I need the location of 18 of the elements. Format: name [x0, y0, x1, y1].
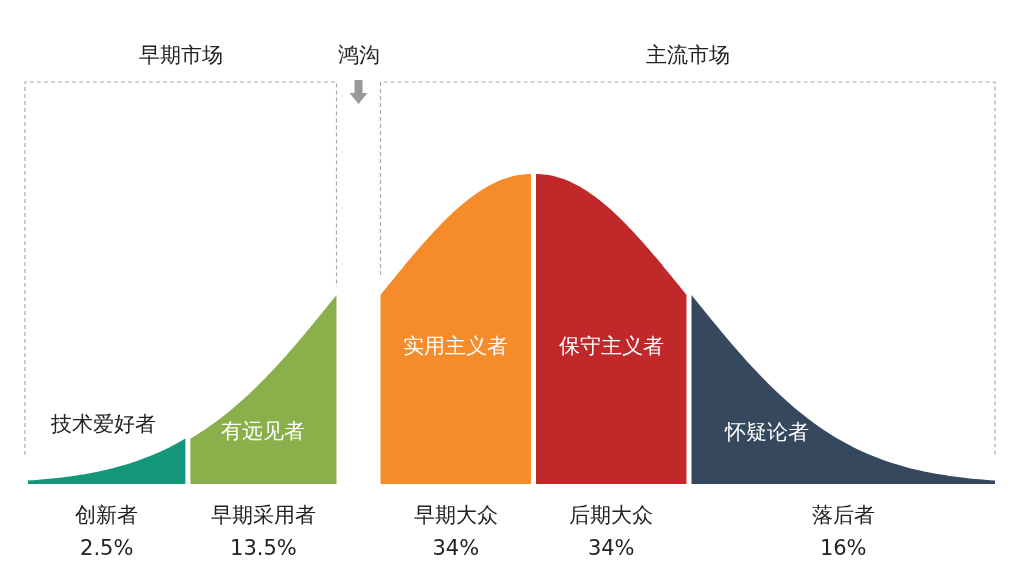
text: 早期市场: [138, 43, 223, 67]
text: 主流市场: [645, 43, 730, 67]
data-label: 34%: [587, 536, 635, 560]
category-label: 早期采用者: [210, 503, 316, 527]
category-label: 创新者: [75, 503, 139, 527]
data-label: 16%: [819, 536, 867, 560]
text: 鸿沟: [337, 43, 380, 67]
data-label: 34%: [432, 536, 480, 560]
data-label: 13.5%: [230, 536, 297, 560]
category-label: 后期大众: [569, 503, 654, 527]
text: 实用主义者: [403, 334, 509, 359]
text: 怀疑论者: [724, 420, 810, 445]
text: 有远见者: [221, 418, 306, 443]
category-label: 落后者: [811, 503, 875, 527]
category-label: 早期大众: [413, 503, 498, 527]
text: 技术爱好者: [50, 412, 157, 437]
text: 保守主义者: [558, 334, 664, 359]
data-label: 2.5%: [80, 536, 134, 560]
